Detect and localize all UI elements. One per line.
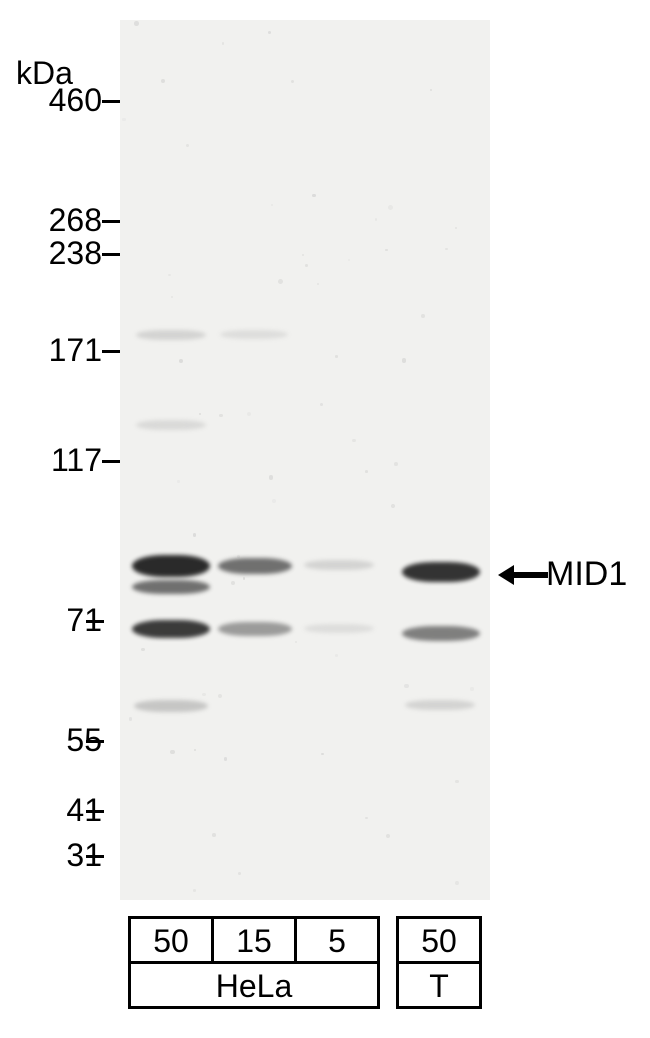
mw-marker-tick (86, 740, 104, 743)
blot-band (136, 420, 206, 430)
mw-marker-tick (102, 460, 120, 463)
mw-marker-tick (86, 855, 104, 858)
blot-band (405, 700, 475, 710)
blot-band (132, 620, 210, 638)
mw-marker-label: 238 (49, 235, 102, 272)
lane-load-box: 50 (396, 916, 482, 964)
blot-membrane (120, 20, 490, 900)
mw-marker-label: 171 (49, 332, 102, 369)
blot-band (402, 562, 480, 582)
mw-marker-tick (86, 810, 104, 813)
blot-band (304, 560, 374, 570)
mw-marker-tick (86, 620, 104, 623)
mw-marker-tick (102, 253, 120, 256)
blot-band (220, 330, 288, 339)
blot-band (132, 555, 210, 577)
lane-load-box: 15 (211, 916, 297, 964)
western-blot-figure: kDa 46026823817111771554131 MID1 5015550… (0, 0, 650, 1038)
blot-band (132, 580, 210, 594)
blot-band (134, 700, 208, 712)
blot-band (402, 626, 480, 641)
arrow-icon (498, 557, 550, 593)
blot-band (218, 558, 292, 574)
lane-load-box: 50 (128, 916, 214, 964)
mw-marker-label: 268 (49, 202, 102, 239)
blot-band (218, 622, 292, 636)
sample-label-box: HeLa (128, 961, 380, 1009)
mw-marker-tick (102, 100, 120, 103)
target-protein-label: MID1 (546, 555, 627, 594)
mw-marker-label: 460 (49, 82, 102, 119)
sample-label-box: T (396, 961, 482, 1009)
mw-marker-label: 117 (51, 442, 102, 479)
blot-band (136, 330, 206, 340)
mw-marker-tick (102, 350, 120, 353)
blot-band (304, 624, 374, 633)
lane-load-box: 5 (294, 916, 380, 964)
mw-marker-tick (102, 220, 120, 223)
